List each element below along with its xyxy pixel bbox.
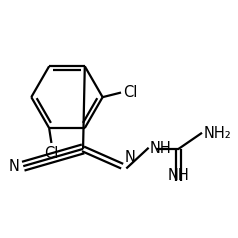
Text: Cl: Cl [123, 85, 138, 100]
Text: NH₂: NH₂ [204, 126, 232, 141]
Text: NH: NH [150, 141, 172, 156]
Text: N: N [124, 150, 135, 165]
Text: NH: NH [168, 169, 189, 183]
Text: N: N [9, 159, 20, 174]
Text: Cl: Cl [44, 146, 59, 161]
